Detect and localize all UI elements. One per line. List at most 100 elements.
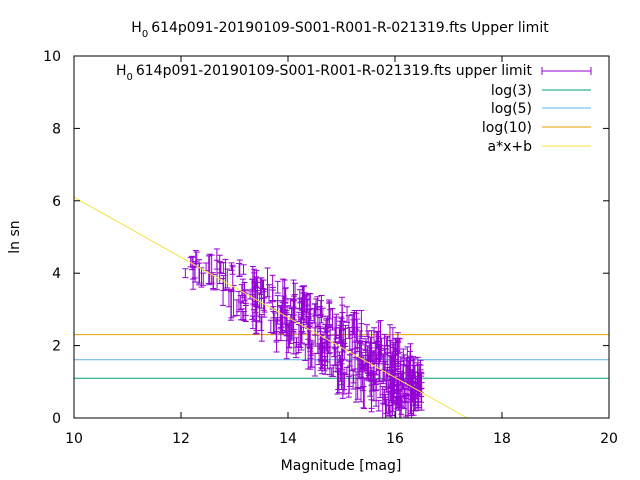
error-bar: [236, 259, 243, 277]
title-subscript: 0: [142, 29, 148, 40]
error-bar: [326, 299, 333, 327]
error-bar: [264, 267, 271, 298]
error-bar: [314, 306, 321, 327]
error-bar: [354, 387, 361, 400]
error-bar: [342, 324, 349, 347]
error-bar: [273, 317, 280, 343]
y-tick-label: 2: [52, 339, 61, 355]
legend-swatch-data: [541, 67, 592, 75]
plot-frame: [73, 55, 610, 419]
error-bar: [372, 374, 379, 385]
error-bar: [339, 339, 346, 372]
x-tick-label: 12: [172, 431, 190, 447]
error-bar: [386, 390, 393, 416]
legend-label-log10: log(10): [482, 120, 532, 136]
legend-data-main: H: [116, 63, 127, 79]
error-bar: [382, 348, 389, 366]
error-bar: [401, 387, 408, 403]
error-bar: [279, 302, 286, 333]
legend-label-log5: log(5): [491, 101, 532, 117]
error-bar: [220, 262, 227, 275]
y-tick-label: 6: [52, 194, 61, 210]
error-bar: [229, 264, 236, 275]
error-bar: [224, 268, 231, 289]
error-bar: [250, 278, 257, 305]
error-bar: [307, 350, 314, 360]
x-axis-ticks: 10 12 14 16 18 20: [65, 56, 618, 447]
error-bar: [418, 375, 425, 403]
y-axis-ticks: 0 2 4 6 8 10: [43, 49, 609, 427]
error-bar: [282, 287, 289, 301]
error-bar: [375, 336, 382, 360]
legend-label-fit: a*x+b: [488, 139, 533, 155]
error-bar: [253, 270, 260, 288]
error-bar: [390, 351, 397, 369]
error-bar: [240, 310, 247, 321]
error-bar: [301, 285, 308, 313]
error-bar: [182, 268, 189, 279]
error-bar: [258, 287, 265, 299]
legend-label-log3: log(3): [491, 83, 532, 99]
error-bar: [249, 315, 256, 330]
y-axis-label: ln sn: [7, 220, 23, 253]
error-bar: [362, 350, 369, 367]
error-bar: [190, 266, 197, 280]
y-tick-label: 4: [52, 266, 61, 282]
error-bar: [368, 330, 375, 361]
x-tick-label: 18: [493, 431, 511, 447]
x-tick-label: 16: [386, 431, 404, 447]
error-bar: [390, 369, 397, 403]
error-bar: [253, 289, 260, 317]
error-bar: [311, 303, 318, 317]
error-bar: [385, 379, 392, 390]
title-rest: 614p091-20190109-S001-R001-R-021319.fts …: [151, 20, 549, 36]
y-tick-label: 10: [43, 49, 61, 65]
y-tick-label: 8: [52, 121, 61, 137]
fit-line: [73, 196, 468, 419]
legend-data-rest: 614p091-20190109-S001-R001-R-021319.fts …: [136, 63, 533, 79]
error-bar: [361, 377, 368, 410]
error-bar: [208, 254, 215, 284]
error-bar: [383, 337, 390, 347]
error-bar: [287, 298, 294, 308]
error-bar: [261, 288, 268, 313]
legend-label-data: H0 614p091-20190109-S001-R001-R-021319.ft…: [116, 63, 533, 83]
x-axis-label: Magnitude [mag]: [281, 458, 402, 474]
error-bar: [295, 344, 302, 354]
x-tick-label: 14: [279, 431, 297, 447]
error-bar: [327, 309, 334, 320]
error-bar: [418, 382, 425, 411]
error-bar: [360, 386, 367, 409]
error-bar: [238, 301, 245, 321]
error-bar: [269, 286, 276, 303]
x-tick-label: 10: [65, 431, 83, 447]
error-bar: [353, 312, 360, 330]
error-bar: [302, 343, 309, 361]
error-bar: [339, 372, 346, 399]
error-bar: [274, 300, 281, 325]
error-bar: [311, 308, 318, 324]
error-bar: [370, 372, 377, 402]
error-bar: [367, 370, 374, 380]
title-main: H: [131, 20, 142, 36]
error-bar: [220, 275, 227, 292]
error-bar: [228, 288, 235, 319]
error-bar: [351, 330, 358, 354]
error-bar: [344, 306, 351, 323]
x-tick-label: 20: [600, 431, 618, 447]
error-bar: [350, 369, 357, 390]
error-bar: [238, 284, 245, 296]
error-bar: [317, 300, 324, 316]
error-bar: [274, 280, 281, 294]
error-bar: [293, 341, 300, 359]
error-bar: [339, 304, 346, 322]
error-bar: [267, 319, 274, 333]
error-bar: [206, 253, 213, 286]
error-bar: [258, 316, 265, 331]
chart-title: H0 614p091-20190109-S001-R001-R-021319.ft…: [131, 20, 549, 40]
plot-area: [73, 196, 609, 419]
error-bar: [350, 374, 357, 384]
error-bar: [205, 255, 212, 284]
error-bar: [343, 366, 350, 376]
